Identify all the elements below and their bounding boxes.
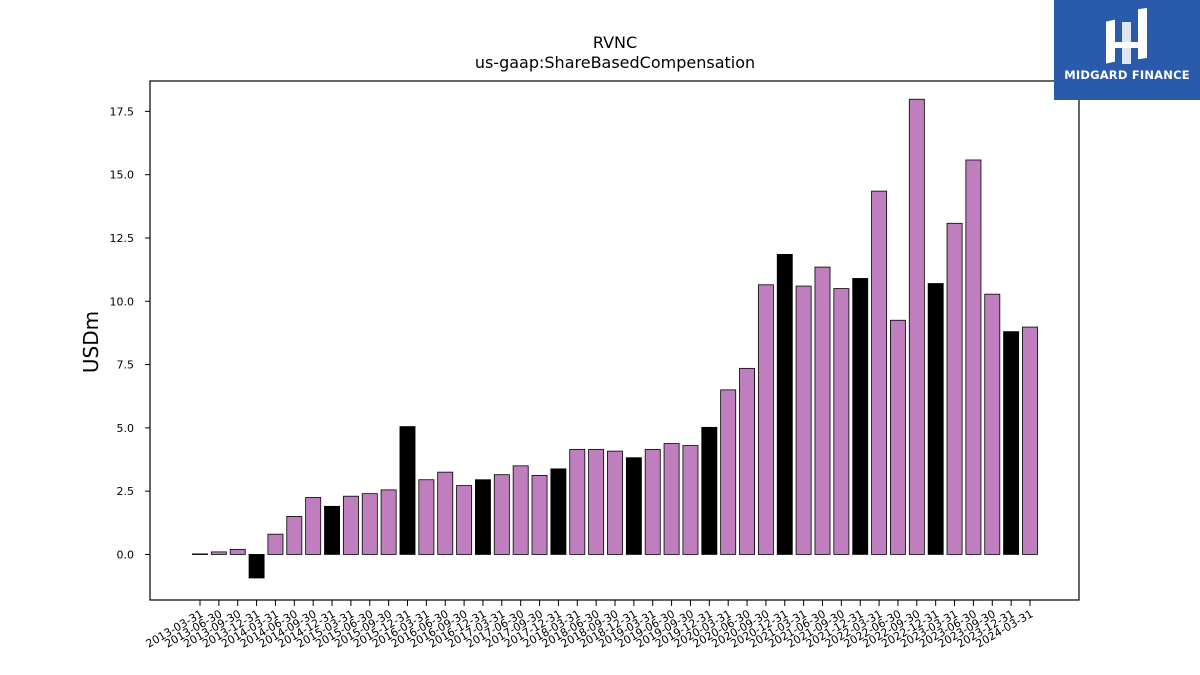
- bar: [682, 445, 699, 555]
- bar: [757, 284, 774, 555]
- bar: [399, 426, 416, 555]
- bar: [607, 450, 623, 555]
- bar: [701, 426, 718, 555]
- x-axis: 2013-03-312013-06-302013-09-302013-12-31…: [144, 600, 1036, 651]
- bar: [1003, 331, 1020, 555]
- bar: [739, 367, 755, 555]
- bar: [644, 448, 661, 555]
- bar: [305, 497, 322, 555]
- bars-group: [192, 98, 1038, 579]
- bar: [418, 479, 435, 555]
- bar: [908, 98, 925, 555]
- y-tick-label: 17.5: [110, 105, 135, 118]
- bar: [890, 319, 906, 555]
- brand-logo: MIDGARD FINANCE: [1054, 0, 1200, 100]
- bar: [625, 457, 642, 555]
- bar: [456, 485, 473, 555]
- bar: [210, 551, 227, 555]
- bar: [531, 475, 548, 555]
- bar: [342, 495, 359, 555]
- bar: [229, 548, 246, 555]
- y-tick-label: 10.0: [110, 295, 135, 308]
- bar: [871, 190, 888, 555]
- bar: [833, 288, 850, 555]
- y-tick-label: 15.0: [110, 169, 135, 182]
- bar: [286, 516, 303, 555]
- bar: [267, 533, 284, 555]
- bar: [569, 448, 586, 555]
- y-tick-label: 2.5: [117, 485, 135, 498]
- bar: [663, 443, 680, 555]
- bar: [1022, 326, 1038, 555]
- bar: [776, 254, 793, 555]
- brand-name: MIDGARD FINANCE: [1064, 68, 1190, 82]
- bar: [248, 554, 265, 579]
- bar: [946, 222, 963, 555]
- bar: [984, 293, 1001, 555]
- bar: [192, 553, 208, 555]
- bar: [324, 505, 340, 555]
- bar: [720, 389, 737, 555]
- bar: [814, 266, 831, 555]
- y-tick-label: 0.0: [117, 548, 135, 561]
- bar: [795, 285, 812, 555]
- chart-title: RVNC: [593, 33, 637, 52]
- bar: [437, 471, 454, 555]
- y-tick-label: 7.5: [117, 359, 135, 372]
- bar: [475, 479, 491, 555]
- bar: [927, 283, 944, 555]
- y-tick-label: 5.0: [117, 422, 135, 435]
- y-tick-label: 12.5: [110, 232, 135, 245]
- bar: [550, 468, 567, 555]
- chart-subtitle: us-gaap:ShareBasedCompensation: [475, 53, 755, 72]
- midgard-logo-icon: [1106, 8, 1147, 64]
- bar: [588, 448, 605, 555]
- y-axis-label: USDm: [79, 311, 103, 373]
- bar: [361, 493, 378, 555]
- bar: [380, 489, 397, 555]
- bar: [512, 465, 529, 555]
- plot-frame: [149, 80, 1080, 601]
- y-axis: 0.0 2.5 5.0 7.5 10.0 12.5 15.0 17.5: [110, 105, 150, 561]
- bar: [493, 474, 510, 555]
- bar: [965, 159, 982, 555]
- bar: [852, 278, 869, 555]
